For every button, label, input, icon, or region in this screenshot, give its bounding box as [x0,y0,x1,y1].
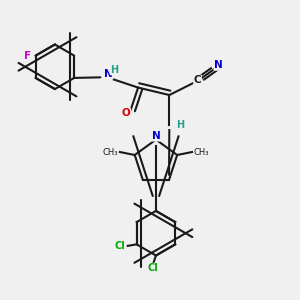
Text: CH₃: CH₃ [194,148,209,157]
Text: O: O [122,108,130,118]
Text: CH₃: CH₃ [103,148,118,157]
Text: H: H [110,65,118,75]
Text: H: H [176,120,184,130]
Text: F: F [24,51,31,61]
Text: C: C [194,75,201,85]
Text: N: N [214,60,223,70]
Text: Cl: Cl [115,241,126,251]
Text: N: N [152,131,160,141]
Text: N: N [104,69,113,79]
Text: Cl: Cl [148,263,158,273]
